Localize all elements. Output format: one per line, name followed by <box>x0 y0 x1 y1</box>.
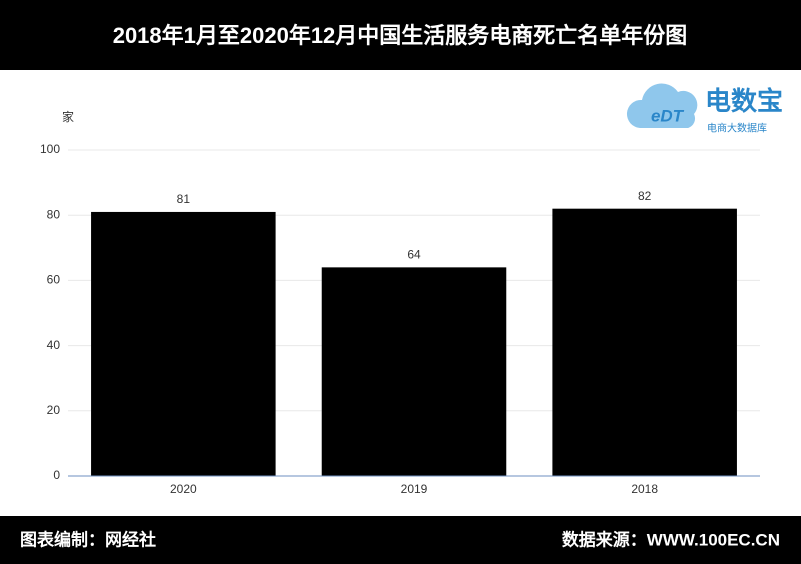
y-tick-label: 40 <box>47 338 61 352</box>
value-label: 82 <box>638 189 652 203</box>
logo: eDT 电数宝 电商大数据库 <box>626 83 783 135</box>
x-tick-label: 2018 <box>631 482 658 496</box>
bar <box>91 211 276 476</box>
y-tick-label: 20 <box>47 403 61 417</box>
logo-name: 电数宝 <box>705 86 783 116</box>
x-tick-label: 2020 <box>170 482 197 496</box>
bar <box>552 208 737 476</box>
bar <box>321 267 507 476</box>
y-axis-label: 家 <box>62 109 74 124</box>
y-tick-label: 0 <box>53 468 60 482</box>
y-tick-label: 60 <box>47 273 61 287</box>
logo-tagline: 电商大数据库 <box>707 122 767 135</box>
chart-title: 2018年1月至2020年12月中国生活服务电商死亡名单年份图 <box>113 23 688 48</box>
value-label: 64 <box>407 248 421 262</box>
logo-mark: eDT <box>651 106 685 125</box>
plot: 0 20 40 60 80 100 2020 81 2019 64 2018 82 <box>40 142 760 496</box>
header-band <box>0 0 801 70</box>
x-tick-label: 2019 <box>401 482 428 496</box>
footer-band <box>0 516 801 564</box>
y-tick-label: 100 <box>40 142 60 156</box>
value-label: 81 <box>177 192 191 206</box>
y-tick-label: 80 <box>47 207 61 221</box>
logo-cloud <box>626 83 698 128</box>
footer-left: 图表编制：网经社 <box>20 529 156 549</box>
footer-right: 数据来源：WWW.100EC.CN <box>562 529 780 549</box>
